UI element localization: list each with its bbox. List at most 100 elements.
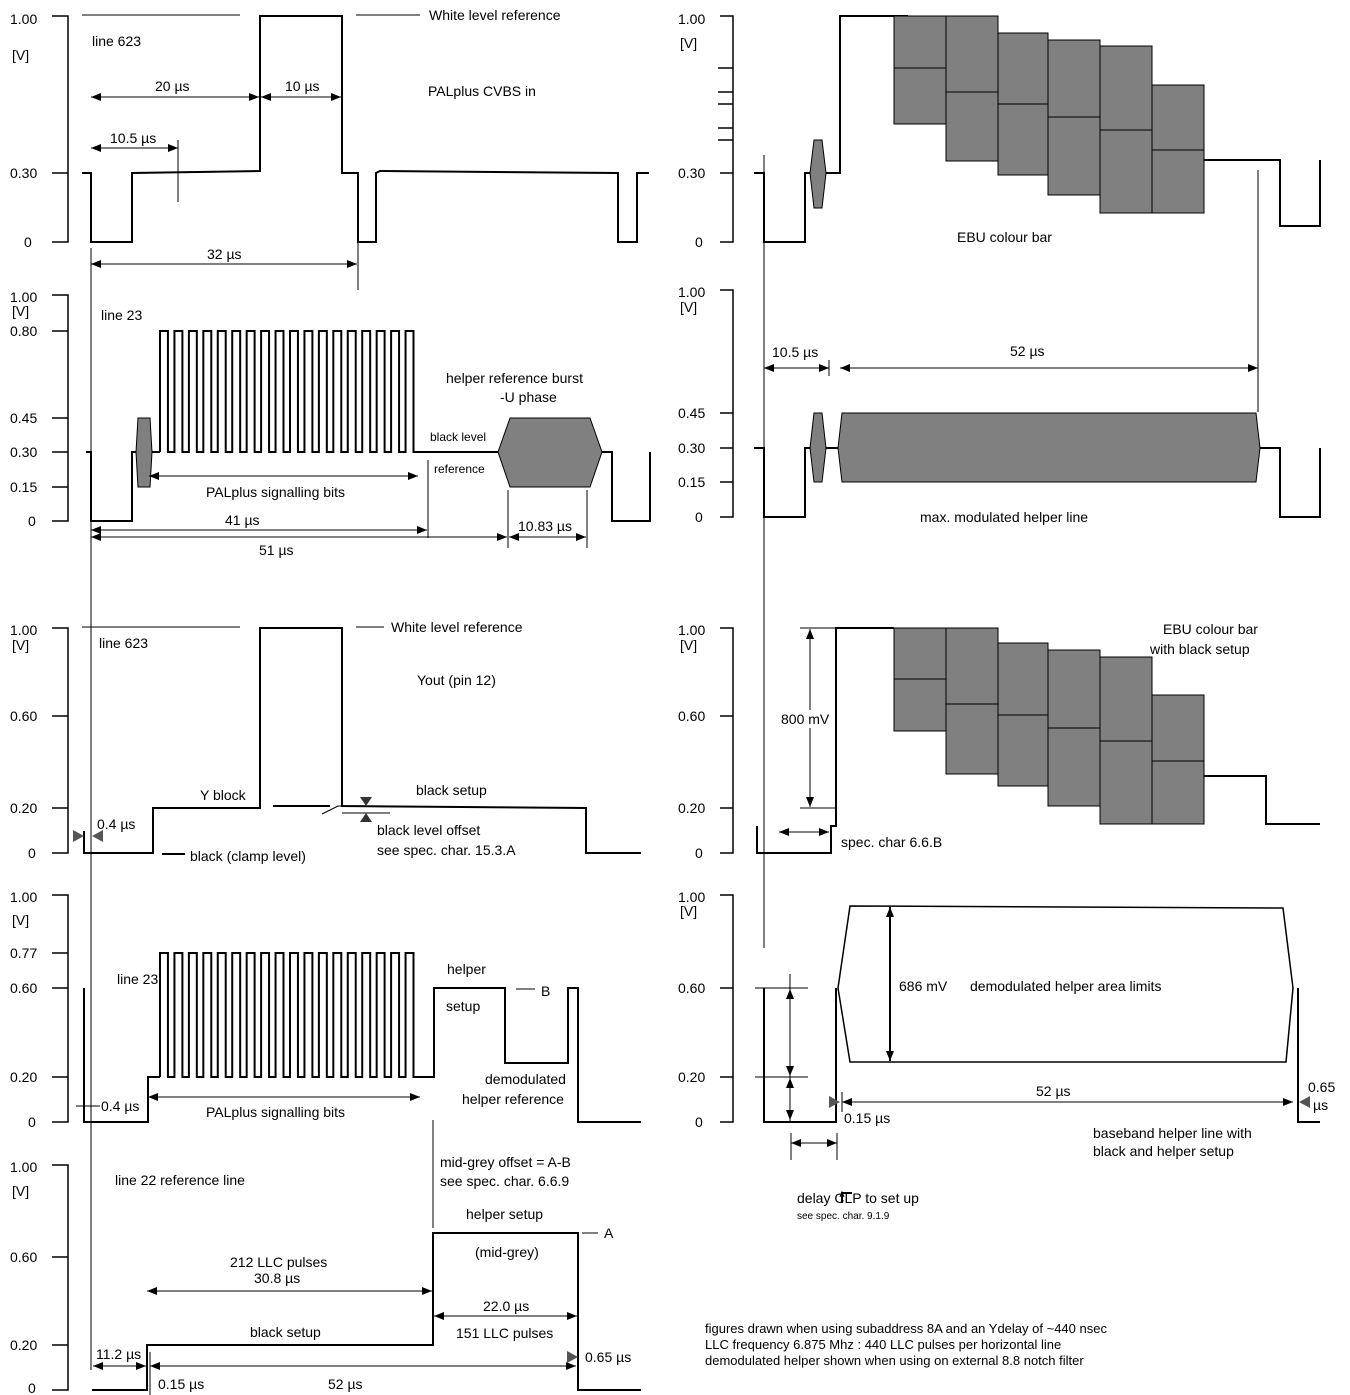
reference-label: reference: [434, 462, 485, 476]
unit-label: [V]: [680, 299, 697, 315]
offset-spec: see spec. char. 15.3.A: [377, 842, 516, 858]
tick-label: 0: [28, 845, 36, 861]
yout-waveform: [83, 627, 641, 854]
panel-title: EBU colour bar: [957, 229, 1052, 245]
tick-label: 0.45: [10, 410, 37, 426]
panel-subtitle: with black setup: [1149, 641, 1250, 657]
panel-line23-yout: 1.00 [V] 0.77 0.60 0.20 0 line 23 helper…: [10, 889, 641, 1130]
burst-small: [135, 417, 153, 488]
baseband-label: baseband helper line with: [1093, 1125, 1252, 1141]
mid-grey-spec: see spec. char. 6.6.9: [440, 1173, 569, 1189]
max-helper-block: [837, 412, 1261, 483]
ebu-waveform: [754, 15, 908, 243]
tick-label: 0.30: [10, 165, 37, 181]
tick-label: 0.20: [10, 800, 37, 816]
dim-52us: 52 µs: [1010, 343, 1045, 359]
dim-11-2us: 11.2 µs: [96, 1346, 141, 1362]
delay-spec: see spec. char. 9.1.9: [797, 1211, 890, 1222]
dim-686mv: 686 mV: [899, 978, 948, 994]
black-level-label: black level: [430, 430, 486, 444]
tick-label: 0.60: [10, 1249, 37, 1265]
panel-max-modulated-helper: 1.00 [V] 0.45 0.30 0.15 0 10.5 µs 52 µs …: [678, 284, 1321, 525]
tick-label: 0.15: [10, 479, 37, 495]
baseband-sub: black and helper setup: [1093, 1143, 1234, 1159]
unit-label: [V]: [680, 903, 697, 919]
dim-30-8us: 30.8 µs: [254, 1270, 300, 1286]
dim-51us: 51 µs: [259, 542, 294, 558]
area-label: demodulated helper area limits: [970, 978, 1161, 994]
tick-label: 0: [28, 1114, 36, 1130]
tick-label: 0.60: [10, 980, 37, 996]
dim-52us: 52 µs: [1036, 1083, 1071, 1099]
rising-edge-icon: [839, 1190, 845, 1198]
dim-41us: 41 µs: [225, 512, 260, 528]
burst-phase: -U phase: [500, 389, 557, 405]
tick-label: 0.60: [678, 708, 705, 724]
note-line: demodulated helper shown when using on e…: [705, 1353, 1084, 1368]
panel-ebu-black-setup: 1.00 [V] 0.60 0.20 0 EBU colour bar with…: [678, 621, 1320, 861]
tick-label: 0.15: [678, 474, 705, 490]
helper-ref-burst: [497, 417, 603, 488]
tick-label: 0: [695, 1114, 703, 1130]
note-line: LLC frequency 6.875 Mhz : 440 LLC pulses…: [705, 1337, 1061, 1352]
tick-label: 0: [24, 234, 32, 250]
setup-label: setup: [446, 998, 480, 1014]
tick-label: 0: [28, 513, 36, 529]
tick-label: 0.20: [678, 1069, 705, 1085]
tick-label: 0: [695, 234, 703, 250]
unit-label: [V]: [12, 47, 29, 63]
line23-yout-rear: [420, 987, 641, 1123]
unit-label: [V]: [12, 637, 29, 653]
tick-label: 1.00: [10, 11, 37, 27]
colour-bars: [893, 15, 1205, 214]
delay-label: delay CLP to set up: [797, 1190, 919, 1206]
footnotes: figures drawn when using subaddress 8A a…: [705, 1321, 1107, 1368]
bits-label: PALplus signalling bits: [206, 484, 345, 500]
tick-label: 0.80: [10, 323, 37, 339]
tick-label: 0.60: [10, 708, 37, 724]
line-label: line 22 reference line: [115, 1172, 245, 1188]
dim-0-65-unit: µs: [1313, 1097, 1328, 1113]
bits-label: PALplus signalling bits: [206, 1104, 345, 1120]
dim-22us: 22.0 µs: [483, 1298, 529, 1314]
unit-label: [V]: [680, 35, 697, 51]
tick-label: 0.30: [678, 165, 705, 181]
llc212-label: 212 LLC pulses: [230, 1254, 327, 1270]
dim-10-5us: 10.5 µs: [772, 344, 818, 360]
panel-yout: 1.00 [V] 0.60 0.20 0 line 623 White leve…: [10, 619, 641, 864]
delay-note: delay CLP to set up see spec. char. 9.1.…: [797, 1190, 919, 1222]
helper-setup-label: helper setup: [466, 1206, 543, 1222]
tick-label: 0.30: [678, 440, 705, 456]
tick-label: 0: [28, 1380, 36, 1395]
tick-label: 0: [695, 509, 703, 525]
panel-ebu-colour-bar: 1.00 [V] 0.30 0 EBU colour bar: [678, 11, 1321, 412]
dim-32us: 32 µs: [207, 246, 242, 262]
tick-label: 1.00: [10, 1159, 37, 1175]
panel-title: EBU colour bar: [1163, 621, 1258, 637]
tick-label: 0: [695, 845, 703, 861]
helper-area-limits: [837, 905, 1294, 1063]
tick-label: 1.00: [678, 889, 705, 905]
tick-label: 1.00: [678, 622, 705, 638]
mid-grey-label: (mid-grey): [475, 1244, 539, 1260]
dim-0-65us: 0.65 µs: [585, 1349, 631, 1365]
tick-label: 0.45: [678, 405, 705, 421]
panel-title: max. modulated helper line: [920, 509, 1088, 525]
b-label: B: [541, 983, 550, 999]
a-label: A: [604, 1225, 614, 1241]
offset-label: black level offset: [377, 822, 480, 838]
dim-0-15us: 0.15 µs: [844, 1110, 890, 1126]
dim-0-65: 0.65: [1308, 1079, 1335, 1095]
llc151-label: 151 LLC pulses: [456, 1325, 553, 1341]
colour-bars-setup: [893, 627, 1205, 825]
dim-0-4us: 0.4 µs: [101, 1098, 139, 1114]
tick-label: 0.60: [678, 980, 705, 996]
tick-label: 1.00: [678, 284, 705, 300]
burst-title: helper reference burst: [446, 370, 583, 386]
panel-cvbs-in: 1.00 [V] 0.30 0 line 623 White level ref…: [10, 7, 649, 290]
demod-label: demodulated: [485, 1071, 566, 1087]
tick-label: 0.77: [10, 945, 37, 961]
cvbs-waveform: [82, 15, 649, 243]
unit-label: [V]: [12, 912, 29, 928]
signalling-bits-yout: [159, 952, 420, 1078]
